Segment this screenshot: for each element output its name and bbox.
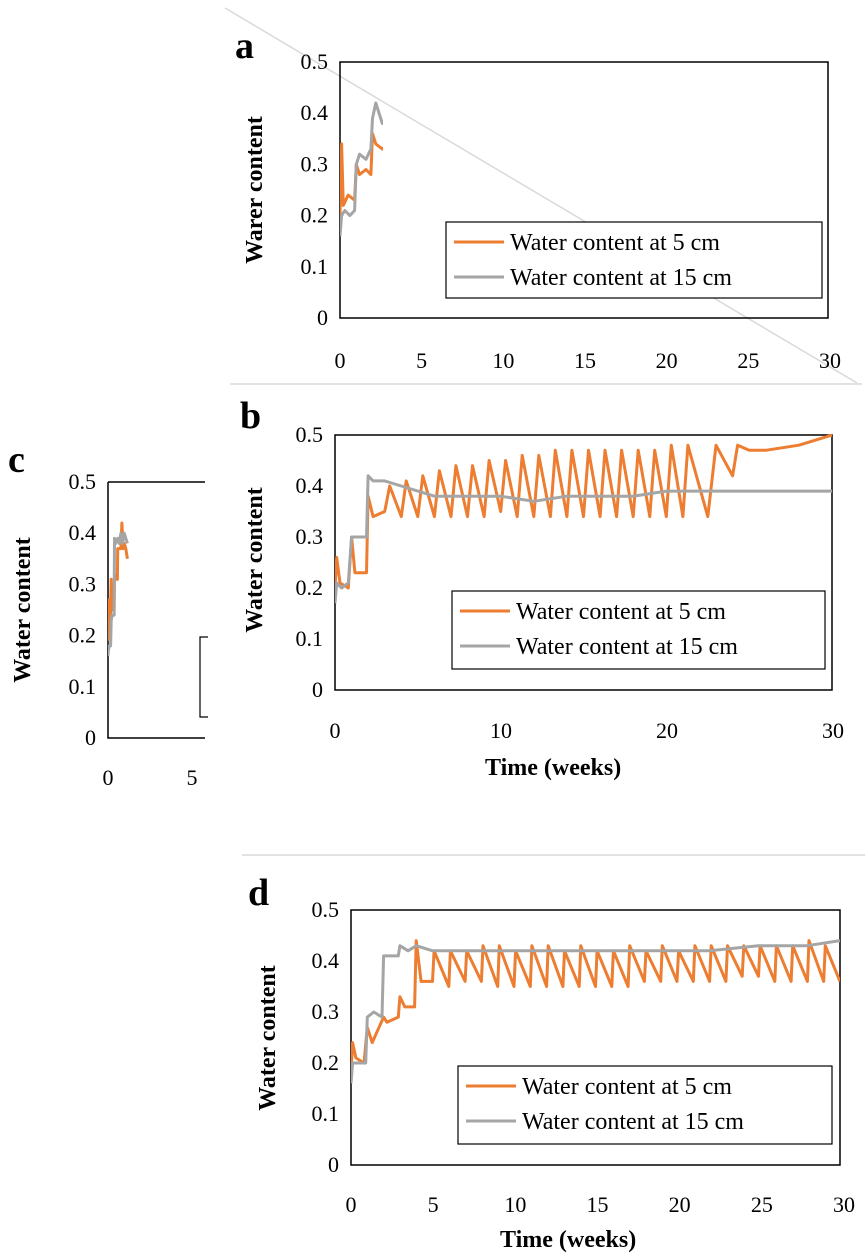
x-tick-label: 20 [656,718,678,743]
x-tick-label: 0 [330,718,341,743]
y-tick-label: 0.1 [312,1101,340,1126]
x-tick-label: 30 [819,348,841,373]
panel-b: b 0 0.1 0.2 0.3 0.4 0.5 0 10 20 30 Water content Tim… [230,384,862,781]
y-axis-title: Water content [255,965,281,1111]
x-axis-title: Time (weeks) [500,1227,636,1253]
panel-c: c 0 0.1 0.2 0.3 0.4 0.5 0 5 Water content [8,439,208,790]
y-tick-label: 0.2 [296,575,324,600]
y-tick-label: 0.4 [69,520,97,545]
x-tick-label: 20 [669,1192,691,1217]
y-tick-label: 0.3 [301,151,329,176]
legend: Water content at 5 cm Water content at 15… [445,221,823,299]
y-tick-label: 0.5 [69,469,97,494]
legend-entry: Water content at 5 cm [516,599,726,625]
series-line-15cm [351,939,840,1084]
panel-label-b: b [240,395,261,437]
panel-label-a: a [235,25,254,67]
y-tick-label: 0 [312,677,323,702]
y-tick-label: 0.1 [301,254,329,279]
panel-d: d 0 0.1 0.2 0.3 0.4 0.5 0 5 10 15 20 25 30 Water conte… [242,854,865,1253]
y-axis-title: Water content [242,487,268,633]
legend-entry: Water content at 5 cm [522,1074,732,1100]
x-tick-label: 15 [587,1192,609,1217]
x-tick-label: 5 [428,1192,439,1217]
y-tick-label: 0.4 [296,473,324,498]
x-tick-label: 5 [187,765,198,790]
y-tick-label: 0.2 [69,623,97,648]
y-tick-label: 0.2 [312,1050,340,1075]
x-tick-label: 0 [103,765,114,790]
y-tick-label: 0.3 [69,571,97,596]
x-tick-label: 0 [335,348,346,373]
plot-frame [107,481,205,739]
y-tick-label: 0 [85,725,96,750]
x-tick-label: 0 [346,1192,357,1217]
y-tick-label: 0.3 [312,999,340,1024]
legend-entry: Water content at 15 cm [516,634,738,660]
y-tick-label: 0.5 [296,422,324,447]
x-tick-label: 20 [656,348,678,373]
legend: Water content at 5 cm Water content at 15… [457,1065,833,1145]
series-line-15cm [108,531,129,657]
legend: Water content at 5 cm Water content at 15… [451,590,826,670]
legend-box [451,590,826,670]
y-tick-label: 0.4 [301,100,329,125]
x-axis-title: Time (weeks) [485,755,621,781]
series-line-5cm [351,939,840,1074]
legend-entry: Water content at 5 cm [510,230,720,256]
legend-entry: Water content at 15 cm [522,1109,744,1135]
x-tick-label: 10 [504,1192,526,1217]
y-tick-label: 0.3 [296,524,324,549]
overlap-mask [228,384,865,387]
x-tick-label: 15 [574,348,596,373]
plot-frame [350,909,841,1166]
y-axis-title: Water content [10,537,36,683]
x-tick-label: 25 [751,1192,773,1217]
y-tick-label: 0.1 [69,674,97,699]
x-tick-label: 25 [737,348,759,373]
legend-entry: Water content at 15 cm [510,265,732,291]
series-line-15cm [340,101,383,237]
y-tick-label: 0.5 [301,49,329,74]
cropped-legend-box [199,636,208,718]
series-line-15cm [335,474,832,604]
panel-label-c: c [8,439,25,481]
x-tick-label: 30 [833,1192,855,1217]
y-tick-label: 0.2 [301,203,329,228]
panel-label-d: d [248,872,269,914]
y-tick-label: 0 [328,1152,339,1177]
x-tick-label: 5 [416,348,427,373]
y-tick-label: 0 [317,305,328,330]
x-tick-label: 10 [490,718,512,743]
panel-separator [224,7,858,384]
y-tick-label: 0.5 [312,897,340,922]
series-line-5cm [340,132,383,216]
panel-a: a 0 0.1 0.2 0.3 0.4 0.5 0 5 10 15 20 25 30 Warer conte… [224,7,858,384]
legend-box [445,221,823,299]
y-tick-label: 0.1 [296,626,324,651]
x-tick-label: 30 [822,718,844,743]
legend-box [457,1065,833,1145]
y-axis-title: Warer content [242,116,268,264]
x-tick-label: 10 [492,348,514,373]
y-tick-label: 0.4 [312,948,340,973]
series-line-5cm [335,433,832,590]
